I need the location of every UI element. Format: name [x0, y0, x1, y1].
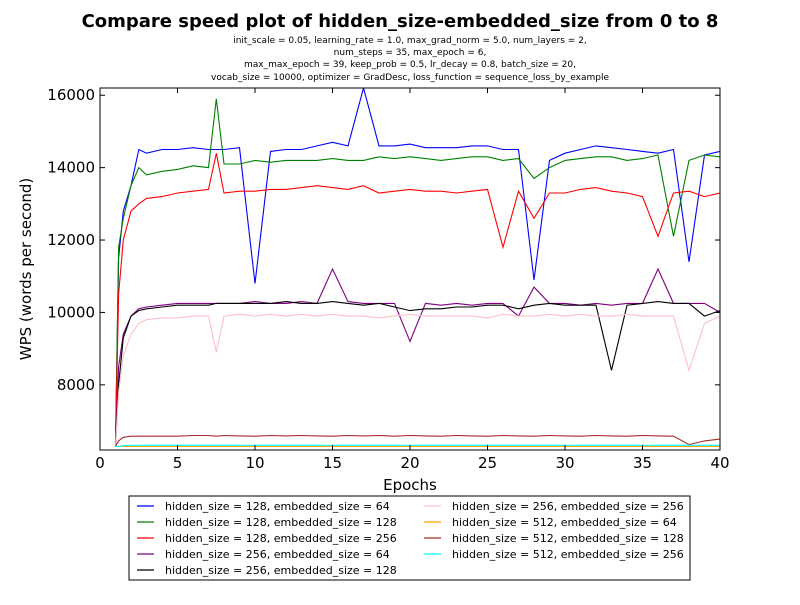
legend-label: hidden_size = 512, embedded_size = 64: [452, 516, 677, 529]
x-tick-label: 15: [323, 454, 342, 472]
legend-label: hidden_size = 256, embedded_size = 128: [165, 564, 397, 577]
chart-subtitle-line: max_max_epoch = 39, keep_prob = 0.5, lr_…: [244, 60, 576, 70]
x-tick-label: 20: [400, 454, 419, 472]
chart-subtitle-line: vocab_size = 10000, optimizer = GradDesc…: [211, 73, 609, 83]
chart-subtitle-line: num_steps = 35, max_epoch = 6,: [334, 48, 487, 58]
chart-subtitle-line: init_scale = 0.05, learning_rate = 1.0, …: [233, 36, 587, 46]
plot-frame: [99, 87, 721, 451]
x-tick-label: 35: [633, 454, 652, 472]
legend-label: hidden_size = 128, embedded_size = 64: [165, 500, 390, 513]
legend: hidden_size = 128, embedded_size = 64 hid…: [137, 500, 684, 577]
x-tick-label: 40: [710, 454, 729, 472]
x-tick-label: 25: [478, 454, 497, 472]
legend-label: hidden_size = 512, embedded_size = 256: [452, 548, 684, 561]
y-tick-label: 14000: [47, 159, 95, 177]
legend-label: hidden_size = 256, embedded_size = 256: [452, 500, 684, 513]
series-line-5: [114, 301, 720, 447]
series-line-3: [114, 153, 720, 447]
series-line-8: [115, 434, 720, 447]
series-line-1: [114, 88, 720, 443]
legend-label: hidden_size = 256, embedded_size = 64: [165, 548, 390, 561]
series-line-9: [115, 444, 720, 447]
y-axis-label: WPS (words per second): [17, 178, 35, 361]
y-tick-label: 16000: [47, 86, 95, 104]
axis-ticks: 0 5 10 15 20 25 30 35 40 8000 10000 12000 14000 16000: [47, 86, 729, 472]
x-tick-label: 10: [245, 454, 264, 472]
legend-label: hidden_size = 128, embedded_size = 128: [165, 516, 397, 529]
y-tick-label: 8000: [57, 376, 95, 394]
y-tick-label: 10000: [47, 303, 95, 321]
x-tick-label: 0: [95, 454, 105, 472]
series-line-6: [114, 313, 720, 447]
x-axis-label: Epochs: [383, 476, 437, 494]
legend-box: [128, 495, 691, 581]
x-tick-label: 30: [555, 454, 574, 472]
y-tick-label: 12000: [47, 231, 95, 249]
legend-label: hidden_size = 128, embedded_size = 256: [165, 532, 397, 545]
x-tick-label: 5: [173, 454, 183, 472]
series-line-2: [114, 98, 720, 447]
series-line-4: [114, 267, 720, 447]
plot-series: [114, 88, 720, 447]
chart-title: Compare speed plot of hidden_size-embedd…: [82, 11, 719, 32]
legend-label: hidden_size = 512, embedded_size = 128: [452, 532, 684, 545]
